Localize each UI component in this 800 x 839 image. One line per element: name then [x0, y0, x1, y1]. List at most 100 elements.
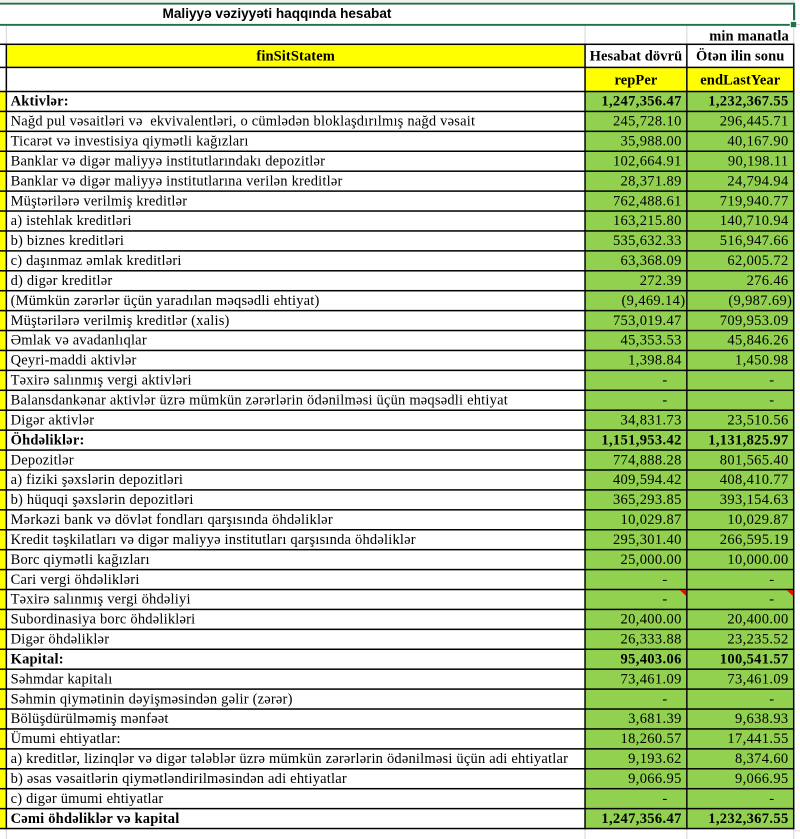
svg-text:408,410.77: 408,410.77 [720, 472, 789, 488]
svg-text:102,664.91: 102,664.91 [613, 153, 682, 169]
svg-text:Bölüşdürülməmiş mənfəət: Bölüşdürülməmiş mənfəət [11, 711, 169, 727]
svg-text:296,445.71: 296,445.71 [720, 114, 789, 130]
svg-text:9,066.95: 9,066.95 [735, 771, 789, 787]
svg-text:73,461.09: 73,461.09 [727, 671, 788, 687]
svg-text:d) digər kreditlər: d) digər kreditlər [11, 273, 113, 289]
svg-text:-: - [662, 691, 667, 707]
svg-text:23,235.52: 23,235.52 [727, 632, 788, 648]
svg-text:25,000.00: 25,000.00 [621, 552, 682, 568]
svg-text:26,333.88: 26,333.88 [621, 632, 682, 648]
svg-text:Cəmi öhdəliklər və kapital: Cəmi öhdəliklər və kapital [11, 811, 180, 827]
svg-text:-: - [769, 393, 774, 409]
svg-text:Əmlak və avadanlıqlar: Əmlak və avadanlıqlar [11, 333, 147, 349]
svg-text:Hesabat dövrü: Hesabat dövrü [590, 49, 683, 65]
svg-text:9,066.95: 9,066.95 [628, 771, 682, 787]
svg-text:35,988.00: 35,988.00 [621, 134, 682, 150]
svg-text:Səhmin qiymətinin dəyişməsində: Səhmin qiymətinin dəyişməsindən gəlir (z… [11, 691, 293, 707]
svg-text:365,293.85: 365,293.85 [613, 492, 682, 508]
svg-text:min manatla: min manatla [709, 29, 789, 45]
svg-text:(9,469.14): (9,469.14) [621, 293, 685, 309]
svg-text:Kapital:: Kapital: [11, 651, 64, 667]
svg-text:1,247,356.47: 1,247,356.47 [601, 811, 681, 827]
svg-text:20,400.00: 20,400.00 [727, 612, 788, 628]
svg-text:1,247,356.47: 1,247,356.47 [601, 94, 681, 110]
svg-text:163,215.80: 163,215.80 [613, 213, 682, 229]
svg-text:393,154.63: 393,154.63 [720, 492, 789, 508]
svg-text:45,846.26: 45,846.26 [727, 333, 788, 349]
svg-text:c) digər ümumi ehtiyatlar: c) digər ümumi ehtiyatlar [11, 791, 164, 807]
svg-text:Öhdəliklər:: Öhdəliklər: [11, 431, 85, 448]
svg-text:(9,987.69): (9,987.69) [728, 293, 792, 309]
svg-text:b) əsas vəsaitlərin qiymətlənd: b) əsas vəsaitlərin qiymətləndirilməsind… [11, 771, 347, 787]
svg-text:c) daşınmaz əmlak kreditləri: c) daşınmaz əmlak kreditləri [11, 253, 182, 269]
svg-text:Səhmdar kapitalı: Səhmdar kapitalı [11, 671, 113, 687]
svg-text:-: - [769, 373, 774, 389]
svg-text:535,632.33: 535,632.33 [613, 233, 682, 249]
svg-text:Kredit təşkilatları və digər m: Kredit təşkilatları və digər maliyyə ins… [11, 532, 416, 548]
svg-text:295,301.40: 295,301.40 [613, 532, 682, 548]
svg-text:709,953.09: 709,953.09 [720, 313, 789, 329]
svg-text:1,398.84: 1,398.84 [628, 353, 682, 369]
svg-text:1,232,367.55: 1,232,367.55 [708, 811, 788, 827]
svg-text:-: - [769, 691, 774, 707]
svg-text:45,353.53: 45,353.53 [621, 333, 682, 349]
svg-text:Müştərilərə verilmiş kreditlər: Müştərilərə verilmiş kreditlər [11, 193, 188, 209]
svg-text:753,019.47: 753,019.47 [613, 313, 682, 329]
svg-text:34,831.73: 34,831.73 [621, 412, 682, 428]
svg-text:17,441.55: 17,441.55 [727, 731, 788, 747]
svg-text:Banklar və digər maliyyə insti: Banklar və digər maliyyə institutlarına … [11, 173, 343, 189]
svg-text:266,595.19: 266,595.19 [720, 532, 789, 548]
svg-text:23,510.56: 23,510.56 [727, 412, 788, 428]
svg-text:a) kreditlər, lizinqlər və dig: a) kreditlər, lizinqlər və digər tələblə… [11, 751, 569, 767]
svg-text:Ticarət və investisiya qiymətl: Ticarət və investisiya qiymətli kağızlar… [11, 134, 249, 150]
svg-text:Təxirə salınmış vergi öhdəliyi: Təxirə salınmış vergi öhdəliyi [11, 592, 191, 608]
svg-text:b) biznes kreditləri: b) biznes kreditləri [11, 233, 125, 249]
svg-text:Cari vergi öhdəlikləri: Cari vergi öhdəlikləri [11, 572, 140, 588]
svg-text:-: - [662, 393, 667, 409]
svg-text:-: - [662, 592, 667, 608]
svg-text:18,260.57: 18,260.57 [621, 731, 682, 747]
svg-text:28,371.89: 28,371.89 [621, 173, 682, 189]
svg-text:1,151,953.42: 1,151,953.42 [601, 432, 681, 448]
svg-text:Nağd pul vəsaitləri və ekviva: Nağd pul vəsaitləri və ekvivalentləri, o… [11, 114, 476, 130]
svg-text:endLastYear: endLastYear [700, 72, 781, 88]
svg-text:Digər aktivlər: Digər aktivlər [11, 412, 95, 428]
svg-text:719,940.77: 719,940.77 [720, 193, 789, 209]
svg-text:20,400.00: 20,400.00 [621, 612, 682, 628]
svg-text:40,167.90: 40,167.90 [727, 134, 788, 150]
svg-text:Müştərilərə verilmiş kreditlər: Müştərilərə verilmiş kreditlər (xalis) [11, 313, 230, 329]
svg-text:10,029.87: 10,029.87 [727, 512, 788, 528]
svg-text:272.39: 272.39 [640, 273, 682, 289]
svg-text:-: - [662, 373, 667, 389]
svg-text:9,193.62: 9,193.62 [628, 751, 682, 767]
svg-text:63,368.09: 63,368.09 [621, 253, 682, 269]
svg-text:409,594.42: 409,594.42 [613, 472, 682, 488]
svg-text:10,000.00: 10,000.00 [727, 552, 788, 568]
svg-text:3,681.39: 3,681.39 [628, 711, 682, 727]
svg-text:-: - [769, 592, 774, 608]
svg-text:1,450.98: 1,450.98 [735, 353, 789, 369]
svg-text:62,005.72: 62,005.72 [727, 253, 788, 269]
svg-text:Təxirə salınmış vergi aktivlər: Təxirə salınmış vergi aktivləri [11, 373, 192, 389]
svg-text:9,638.93: 9,638.93 [735, 711, 789, 727]
svg-text:276.46: 276.46 [747, 273, 789, 289]
svg-text:10,029.87: 10,029.87 [621, 512, 682, 528]
svg-text:Ötən ilin sonu: Ötən ilin sonu [696, 48, 784, 65]
svg-text:(Mümkün zərərlər üçün yaradıla: (Mümkün zərərlər üçün yaradılan məqsədli… [11, 293, 320, 309]
svg-text:1,131,825.97: 1,131,825.97 [708, 432, 788, 448]
svg-text:Balansdankənar aktivlər üzrə m: Balansdankənar aktivlər üzrə mümkün zərə… [11, 393, 508, 409]
svg-text:Aktivlər:: Aktivlər: [11, 94, 69, 110]
svg-text:73,461.09: 73,461.09 [621, 671, 682, 687]
svg-text:a) fiziki şəxslərin depozitlər: a) fiziki şəxslərin depozitləri [11, 472, 183, 488]
svg-text:100,541.57: 100,541.57 [720, 651, 789, 667]
svg-text:8,374.60: 8,374.60 [735, 751, 789, 767]
svg-text:762,488.61: 762,488.61 [613, 193, 682, 209]
svg-text:90,198.11: 90,198.11 [728, 153, 789, 169]
svg-text:-: - [769, 572, 774, 588]
svg-text:b) hüquqi şəxslərin depozitlər: b) hüquqi şəxslərin depozitləri [11, 492, 194, 508]
svg-text:801,565.40: 801,565.40 [720, 452, 789, 468]
svg-text:140,710.94: 140,710.94 [720, 213, 789, 229]
svg-text:Mərkəzi bank və dövlət fondlar: Mərkəzi bank və dövlət fondları qarşısın… [11, 512, 333, 528]
svg-text:-: - [662, 791, 667, 807]
svg-text:245,728.10: 245,728.10 [613, 114, 682, 130]
